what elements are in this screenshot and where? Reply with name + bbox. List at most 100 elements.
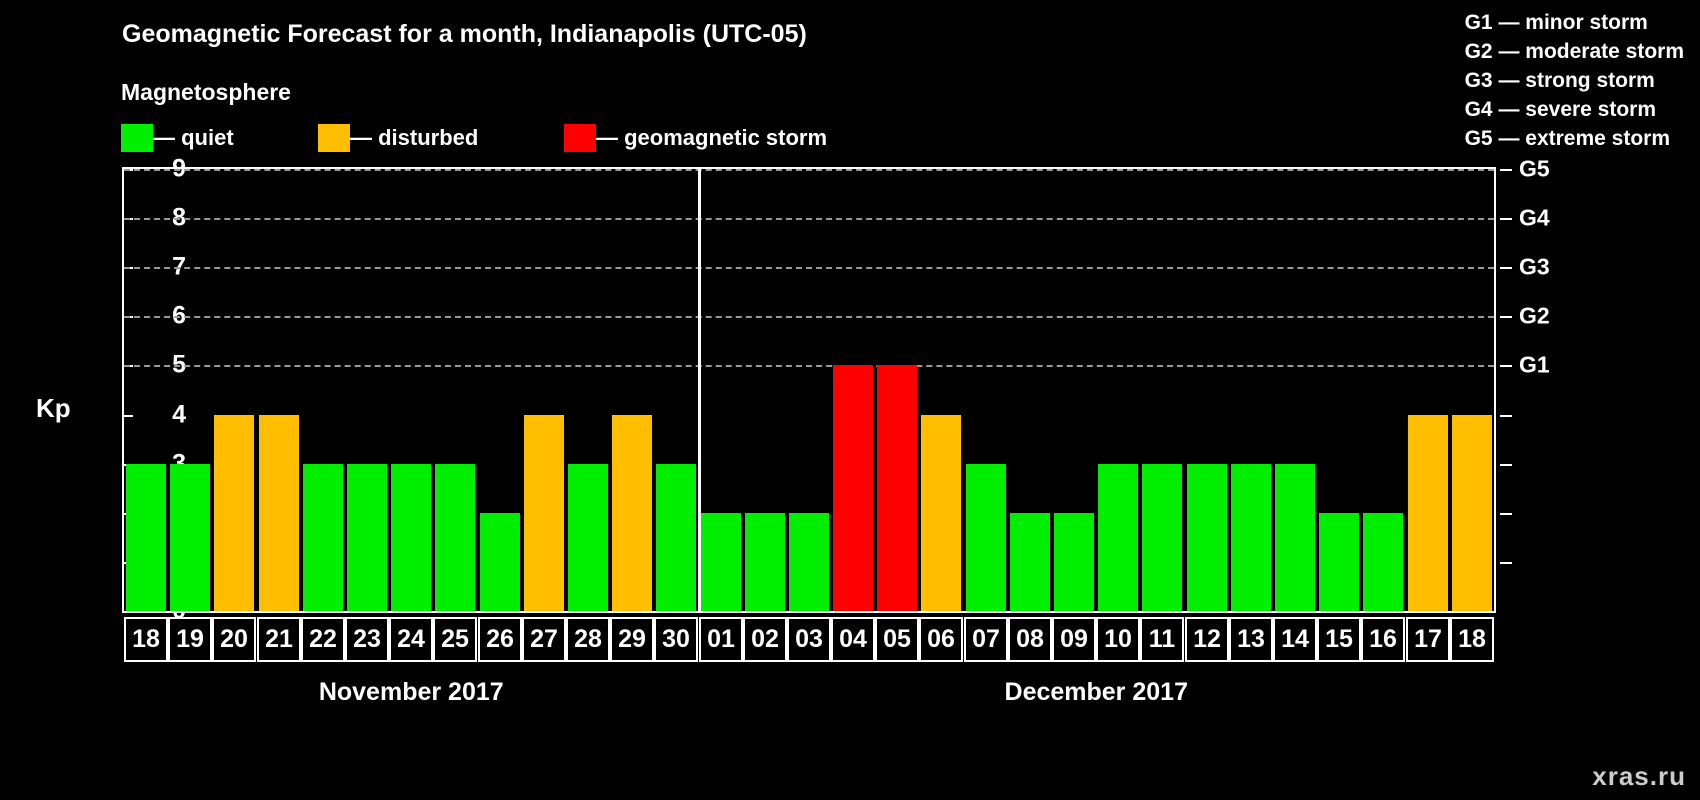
- legend-label-storm: — geomagnetic storm: [596, 125, 828, 150]
- legend-swatch-disturbed-icon: [318, 124, 350, 152]
- day-label: 04: [831, 617, 875, 662]
- bar: [435, 463, 475, 611]
- bar: [612, 414, 652, 611]
- day-label: 24: [389, 617, 433, 662]
- y-tick-label-8: 8: [172, 203, 186, 232]
- g-axis-minor-tick-2: [1500, 512, 1512, 515]
- day-label: 20: [212, 617, 256, 662]
- bar: [833, 365, 873, 611]
- legend-item-quiet: — quiet: [121, 123, 234, 153]
- bar: [1319, 512, 1359, 611]
- legend-label-disturbed: — disturbed: [350, 125, 479, 150]
- storm-scale-g1: G1 — minor storm: [1464, 11, 1648, 34]
- day-label: 27: [522, 617, 566, 662]
- bar: [1363, 512, 1403, 611]
- day-label: 23: [345, 617, 389, 662]
- y-tick-label-7: 7: [172, 252, 186, 281]
- day-label: 12: [1185, 617, 1229, 662]
- day-label: 19: [168, 617, 212, 662]
- day-label: 03: [787, 617, 831, 662]
- gridline-kp-6: [124, 316, 1494, 319]
- y-tick-label-4: 4: [172, 400, 186, 429]
- day-label: 06: [919, 617, 963, 662]
- day-label: 15: [1317, 617, 1361, 662]
- storm-scale-g5: G5 — extreme storm: [1464, 127, 1671, 150]
- day-label: 30: [654, 617, 698, 662]
- day-label: 02: [743, 617, 787, 662]
- day-label: 08: [1008, 617, 1052, 662]
- legend-swatch-quiet-icon: [121, 124, 153, 152]
- bar: [170, 463, 210, 611]
- bar: [656, 463, 696, 611]
- g-tick-mark-G4: [1500, 218, 1512, 221]
- day-label: 13: [1229, 617, 1273, 662]
- magnetosphere-label: Magnetosphere: [121, 79, 291, 105]
- g-axis-minor-tick-3: [1500, 463, 1512, 466]
- bar: [1010, 512, 1050, 611]
- bar: [568, 463, 608, 611]
- g-tick-mark-G1: [1500, 365, 1512, 368]
- legend-label-quiet: — quiet: [153, 125, 234, 150]
- bar: [126, 463, 166, 611]
- g-tick-label-G2: G2: [1519, 302, 1550, 329]
- page-title: Geomagnetic Forecast for a month, Indian…: [122, 20, 807, 48]
- gridline-kp-8: [124, 218, 1494, 221]
- g-axis-minor-tick-1: [1500, 561, 1512, 564]
- y-tick-label-6: 6: [172, 301, 186, 330]
- g-tick-mark-G2: [1500, 316, 1512, 319]
- bar: [877, 365, 917, 611]
- x-axis-day-labels: 18 19 20 21 22 23 24 25 26 27 28 29 30 01 02 03 04 05 06 07…: [122, 617, 1496, 662]
- g-tick-label-G5: G5: [1519, 155, 1550, 182]
- g-tick-label-G4: G4: [1519, 204, 1550, 231]
- watermark: xras.ru: [1592, 761, 1686, 791]
- g-tick-label-G3: G3: [1519, 253, 1550, 280]
- bar: [347, 463, 387, 611]
- storm-scale-g3: G3 — strong storm: [1464, 69, 1655, 92]
- bar: [1054, 512, 1094, 611]
- g-tick-mark-G3: [1500, 267, 1512, 270]
- day-label: 22: [301, 617, 345, 662]
- bar: [1187, 463, 1227, 611]
- day-label: 18: [1450, 617, 1494, 662]
- bar: [524, 414, 564, 611]
- bar: [789, 512, 829, 611]
- day-label: 11: [1140, 617, 1184, 662]
- bar: [1098, 463, 1138, 611]
- day-label: 29: [610, 617, 654, 662]
- bar: [921, 414, 961, 611]
- storm-scale-g4: G4 — severe storm: [1464, 98, 1657, 121]
- storm-scale-key: G1 — minor storm G2 — moderate storm G3 …: [1465, 8, 1684, 153]
- bar: [303, 463, 343, 611]
- day-label: 18: [124, 617, 168, 662]
- y-tick-mark-4: [124, 414, 133, 417]
- legend-swatch-storm-icon: [564, 124, 596, 152]
- y-tick-label-5: 5: [172, 350, 186, 379]
- month-caption: November 2017: [318, 678, 504, 706]
- bar: [480, 512, 520, 611]
- gridline-kp-7: [124, 267, 1494, 270]
- bar: [214, 414, 254, 611]
- day-label: 01: [699, 617, 743, 662]
- bar: [1231, 463, 1271, 611]
- day-label: 21: [257, 617, 301, 662]
- day-label: 05: [875, 617, 919, 662]
- gridline-kp-9: [124, 169, 1494, 171]
- bar: [1408, 414, 1448, 611]
- legend-item-storm: — geomagnetic storm: [564, 123, 827, 153]
- g-tick-mark-G5: [1500, 169, 1512, 171]
- bar: [1452, 414, 1492, 611]
- day-label: 14: [1273, 617, 1317, 662]
- bar: [966, 463, 1006, 611]
- day-label: 28: [566, 617, 610, 662]
- plot-inner: [124, 169, 1494, 611]
- storm-scale-g2: G2 — moderate storm: [1464, 40, 1684, 63]
- gridline-kp-5: [124, 365, 1494, 368]
- month-caption: December 2017: [1004, 678, 1188, 706]
- plot-area: [122, 167, 1496, 613]
- day-label: 07: [964, 617, 1008, 662]
- g-tick-label-G1: G1: [1519, 351, 1550, 378]
- day-label: 09: [1052, 617, 1096, 662]
- bar: [391, 463, 431, 611]
- legend-item-disturbed: — disturbed: [318, 123, 478, 153]
- bar: [259, 414, 299, 611]
